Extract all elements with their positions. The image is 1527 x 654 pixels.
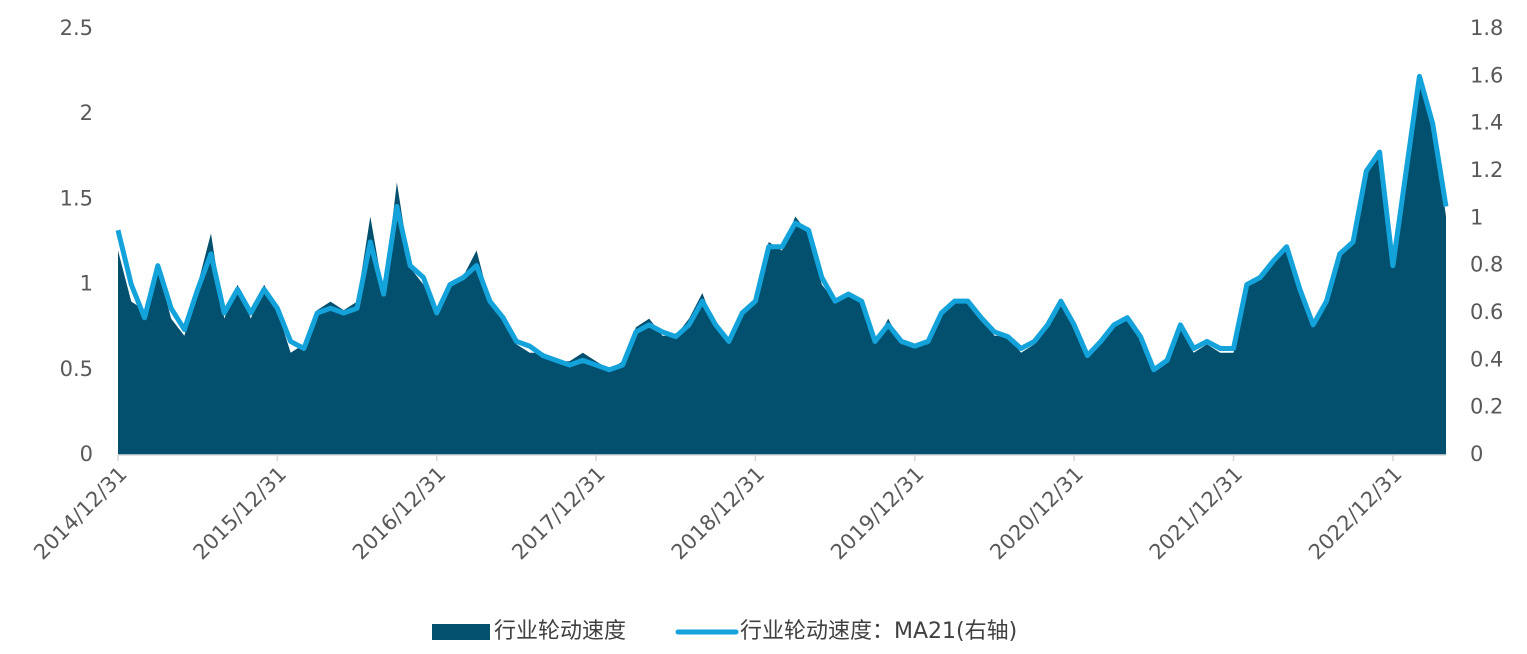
y-tick-label: 1.5 (60, 186, 93, 210)
y2-tick-label: 1.2 (1470, 158, 1503, 182)
y-tick-label: 0 (80, 442, 93, 466)
y-tick-label: 1 (80, 272, 93, 296)
x-tick-label: 2017/12/31 (507, 462, 610, 565)
x-tick-label: 2022/12/31 (1304, 462, 1407, 565)
y2-tick-label: 0 (1470, 442, 1483, 466)
y-tick-label: 2 (80, 101, 93, 125)
area (118, 80, 1446, 456)
legend-swatch (432, 624, 490, 640)
x-tick-label: 2015/12/31 (189, 462, 292, 565)
x-tick-label: 2016/12/31 (348, 462, 451, 565)
legend-label: 行业轮动速度：MA21(右轴) (740, 619, 1017, 644)
y-tick-label: 2.5 (60, 16, 93, 40)
y2-tick-label: 1 (1470, 205, 1483, 229)
y2-tick-label: 1.8 (1470, 16, 1503, 40)
y2-tick-label: 0.4 (1470, 347, 1503, 371)
ma-line (115, 73, 1449, 373)
y-tick-label: 0.5 (60, 357, 93, 381)
legend-label: 行业轮动速度 (494, 619, 626, 644)
y2-tick-label: 1.6 (1470, 63, 1503, 87)
x-tick-label: 2020/12/31 (985, 462, 1088, 565)
x-tick-label: 2014/12/31 (29, 462, 132, 565)
x-tick-label: 2021/12/31 (1145, 462, 1248, 565)
y2-tick-label: 0.6 (1470, 300, 1503, 324)
y2-tick-label: 0.8 (1470, 253, 1503, 277)
y2-tick-label: 0.2 (1470, 395, 1503, 419)
y2-tick-label: 1.4 (1470, 111, 1503, 135)
x-tick-label: 2018/12/31 (667, 462, 770, 565)
x-tick-label: 2019/12/31 (826, 462, 929, 565)
